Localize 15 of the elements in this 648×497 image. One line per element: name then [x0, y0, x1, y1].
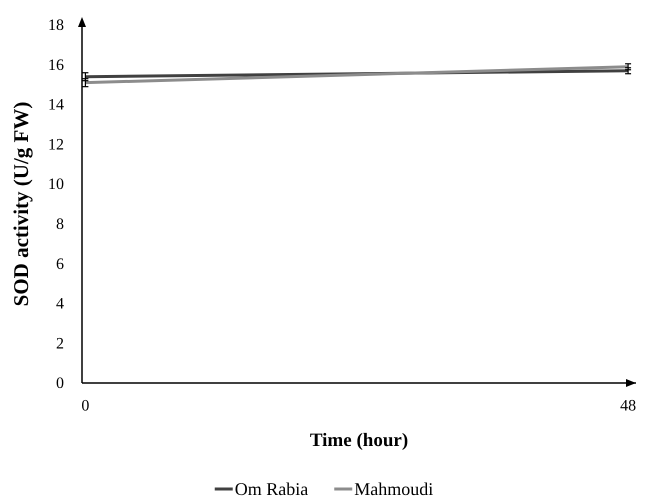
x-axis-title: Time (hour): [310, 430, 408, 451]
y-tick-label: 14: [48, 96, 64, 114]
x-tick-label: 48: [620, 397, 636, 414]
y-tick-label: 2: [56, 335, 64, 352]
y-tick-label: 4: [56, 296, 64, 313]
y-tick-label: 0: [56, 375, 64, 392]
y-tick-label: 6: [56, 256, 64, 273]
y-tick-label: 8: [56, 216, 64, 234]
legend-label: Mahmoudi: [354, 479, 434, 497]
y-tick-label: 16: [48, 56, 64, 74]
legend-label: Om Rabia: [234, 479, 308, 497]
y-tick-label: 10: [48, 176, 64, 194]
y-tick-label: 12: [48, 136, 64, 154]
y-axis-title: SOD activity (U/g FW): [9, 102, 33, 306]
y-tick-label: 18: [48, 17, 64, 34]
